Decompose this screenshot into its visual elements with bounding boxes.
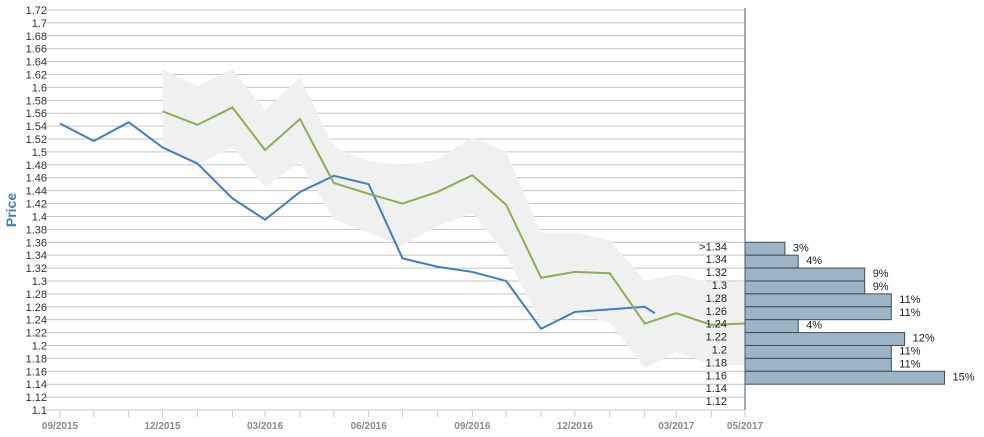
distribution-percent-label: 15% [953, 371, 975, 383]
y-tick-label: 1.72 [26, 5, 47, 17]
y-tick-label: 1.14 [26, 379, 47, 391]
distribution-bin-label: 1.26 [706, 306, 727, 318]
distribution-percent-label: 4% [806, 255, 822, 267]
distribution-bin-label: 1.2 [712, 344, 727, 356]
y-tick-label: 1.34 [26, 250, 47, 262]
y-axis-label: Price [3, 193, 19, 227]
y-tick-label: 1.7 [32, 18, 47, 30]
x-axis-ticks: 09/2015 12/2015 03/2016 06/2016 09/2016 12/20… [42, 411, 764, 432]
y-tick-label: 1.68 [26, 31, 47, 43]
distribution-bar [744, 280, 866, 295]
y-tick-label: 1.48 [26, 160, 47, 172]
x-tick-label: 05/2017 [727, 421, 764, 432]
y-tick-label: 1.58 [26, 95, 47, 107]
y-tick-label: 1.42 [26, 199, 47, 211]
distribution-percent-label: 11% [899, 307, 920, 319]
x-tick-label: 03/2016 [247, 421, 284, 432]
distribution-layer: 3% >1.34 4% 1.34 9% 1.32 9% 1.3 11% 1.28 11% 1.26 4%… [699, 241, 975, 408]
y-tick-label: 1.56 [26, 108, 47, 120]
distribution-bar [744, 370, 945, 385]
y-tick-label: 1.24 [26, 315, 47, 327]
y-tick-label: 1.32 [26, 263, 47, 275]
distribution-percent-label: 11% [899, 345, 920, 357]
y-tick-label: 1.66 [26, 44, 47, 56]
distribution-bar [744, 332, 906, 346]
y-tick-label: 1.54 [26, 121, 47, 133]
y-tick-label: 1.12 [26, 392, 47, 404]
y-tick-label: 1.28 [26, 289, 47, 301]
y-tick-label: 1.4 [32, 211, 47, 223]
forecast-band-layer [162, 69, 746, 369]
distribution-percent-label: 12% [913, 333, 935, 345]
y-tick-label: 1.38 [26, 224, 47, 236]
y-tick-label: 1.26 [26, 302, 47, 314]
distribution-bar [744, 254, 799, 269]
distribution-bin-label: 1.18 [706, 357, 727, 369]
y-tick-label: 1.6 [32, 82, 47, 94]
series-layer [59, 106, 746, 330]
distribution-percent-label: 3% [793, 242, 809, 254]
distribution-bin-label: 1.12 [706, 396, 727, 408]
x-tick-label: 06/2016 [351, 421, 388, 432]
y-tick-label: 1.64 [26, 57, 47, 69]
distribution-bin-label: 1.34 [706, 254, 727, 266]
actual-series-line [59, 121, 656, 330]
distribution-bar [744, 306, 892, 321]
distribution-bar [744, 267, 866, 282]
y-tick-label: 1.44 [26, 186, 47, 198]
y-tick-label: 1.3 [32, 276, 47, 288]
y-tick-label: 1.16 [26, 366, 47, 378]
distribution-bin-label: 1.22 [706, 332, 727, 344]
y-tick-label: 1.1 [32, 405, 47, 417]
y-axis-ticks: 1.11.121.141.161.181.21.221.241.261.281.… [26, 5, 47, 417]
distribution-percent-label: 9% [873, 268, 889, 280]
distribution-bin-label: 1.3 [712, 280, 727, 292]
x-tick-label: 09/2015 [42, 421, 79, 432]
distribution-bar [744, 319, 799, 334]
distribution-percent-label: 11% [899, 294, 920, 306]
y-tick-label: 1.52 [26, 134, 47, 146]
distribution-percent-label: 4% [806, 320, 822, 332]
distribution-percent-label: 9% [873, 281, 889, 293]
distribution-bar [744, 241, 786, 256]
y-tick-label: 1.2 [32, 340, 47, 352]
distribution-bin-label: 1.24 [706, 319, 727, 331]
distribution-bin-label: 1.28 [706, 293, 727, 305]
y-tick-label: 1.22 [26, 328, 47, 340]
y-tick-label: 1.5 [32, 147, 47, 159]
y-tick-label: 1.18 [26, 353, 47, 365]
forecast-band [162, 69, 746, 369]
y-tick-label: 1.46 [26, 173, 47, 185]
x-tick-label: 03/2017 [658, 421, 695, 432]
distribution-bar [744, 357, 892, 372]
distribution-bin-label: >1.34 [699, 241, 727, 253]
distribution-bar [744, 293, 892, 308]
x-tick-label: 12/2016 [557, 421, 594, 432]
distribution-bin-label: 1.32 [706, 267, 727, 279]
y-tick-label: 1.36 [26, 237, 47, 249]
distribution-bar [744, 344, 892, 359]
y-tick-label: 1.62 [26, 70, 47, 82]
x-tick-label: 09/2016 [454, 421, 491, 432]
x-tick-label: 12/2015 [144, 421, 181, 432]
distribution-percent-label: 11% [899, 358, 920, 370]
forecast-series-line [162, 106, 746, 326]
distribution-bin-label: 1.14 [706, 383, 727, 395]
distribution-bin-label: 1.16 [706, 370, 727, 382]
